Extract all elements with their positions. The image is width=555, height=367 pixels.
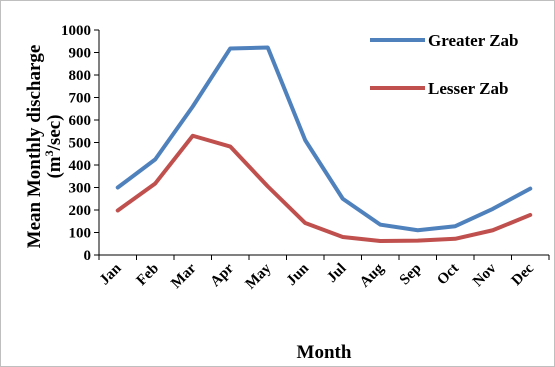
- series-line-greater-zab: [115, 45, 533, 233]
- y-tick-label: 800: [69, 68, 92, 84]
- series-line-lesser-zab: [115, 133, 533, 244]
- y-tick-label: 600: [69, 113, 92, 129]
- y-tick-label: 700: [69, 91, 92, 107]
- y-tick-label: 100: [69, 226, 92, 242]
- y-axis-unit-prefix: (m: [44, 156, 65, 178]
- y-axis-title: Mean Monthly discharge (m3/sec): [24, 45, 65, 249]
- y-axis-unit-superscript: 3: [42, 150, 56, 156]
- y-tick-label: 0: [84, 248, 92, 264]
- x-axis-title: Month: [297, 342, 352, 363]
- y-tick-label: 900: [69, 46, 92, 62]
- legend-label-lesser-zab: Lesser Zab: [428, 79, 508, 98]
- y-axis-ticks: 0 100 200 300 400 500 600 700 800 900 1000: [61, 23, 99, 264]
- y-tick-label: 300: [69, 181, 92, 197]
- legend: Greater Zab Lesser Zab: [370, 31, 519, 98]
- y-tick-label: 500: [69, 136, 92, 152]
- y-axis-title-main: Mean Monthly discharge: [24, 45, 45, 249]
- y-tick-label: 1000: [61, 23, 91, 39]
- y-tick-label: 200: [69, 203, 92, 219]
- y-axis-unit-suffix: /sec): [44, 114, 65, 151]
- legend-label-greater-zab: Greater Zab: [428, 31, 519, 50]
- series-layer: [115, 45, 533, 244]
- y-axis-title-unit: (m3/sec): [42, 114, 65, 178]
- y-tick-label: 400: [69, 158, 92, 174]
